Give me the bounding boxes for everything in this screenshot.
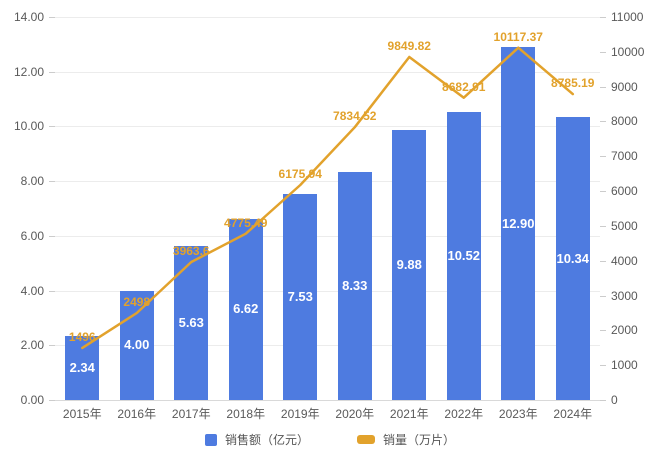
bar-value-label: 10.52 [447, 248, 481, 264]
left-axis-tick [49, 400, 55, 401]
right-axis-tick-label: 10000 [611, 44, 645, 59]
left-axis-tick [49, 71, 55, 73]
line-point-label: 9849.82 [387, 39, 431, 54]
right-axis-tick-label: 5000 [611, 218, 638, 233]
left-axis-tick-label: 6.00 [20, 228, 44, 243]
bar-value-label: 4.00 [124, 337, 150, 353]
left-axis-tick-label: 14.00 [13, 10, 44, 24]
x-axis-label-2024年: 2024年 [553, 407, 593, 421]
left-axis-tick [49, 181, 55, 183]
left-axis-tick-label: 10.00 [13, 119, 44, 134]
legend-label-volume: 销量（万片） [383, 433, 456, 447]
right-axis-tick-label: 7000 [611, 149, 638, 164]
line-point-label: 4775.49 [224, 215, 268, 230]
bar-value-label: 2.34 [69, 359, 95, 375]
right-axis-tick-label: 3000 [611, 288, 638, 303]
x-axis-label-2018年: 2018年 [226, 407, 266, 421]
right-axis-tick [600, 86, 606, 88]
line-point-label: 10117.37 [493, 29, 543, 44]
legend-item-volume[interactable]: 销量（万片） [357, 431, 455, 448]
line-point-label: 2498 [123, 295, 151, 310]
right-axis-tick [600, 51, 606, 53]
bar-value-label: 8.33 [342, 278, 368, 294]
right-axis-tick [600, 121, 606, 123]
bar-series-swatch-icon [204, 433, 217, 446]
bar-value-label: 9.88 [396, 256, 422, 272]
right-axis-tick [600, 260, 606, 262]
legend-label-sales: 销售额（亿元） [224, 433, 309, 447]
right-axis-tick-label: 11000 [611, 10, 644, 24]
line-point-label: 8682.91 [442, 79, 486, 94]
left-axis-tick-label: 0.00 [20, 393, 44, 407]
x-axis-label-2019年: 2019年 [280, 407, 320, 421]
left-axis-tick [49, 235, 55, 237]
right-axis-tick [600, 191, 606, 193]
right-axis-tick [600, 330, 606, 332]
x-axis-label-2021年: 2021年 [389, 407, 429, 421]
right-axis-tick [600, 17, 606, 18]
left-axis-tick-label: 8.00 [20, 174, 44, 189]
x-axis-label-2022年: 2022年 [444, 407, 484, 421]
bar-value-label: 10.34 [556, 250, 590, 266]
line-point-label: 3963.6 [172, 243, 210, 258]
legend: 销售额（亿元） 销量（万片） [0, 431, 660, 448]
left-axis-tick-label: 12.00 [13, 64, 44, 79]
right-axis-tick-label: 2000 [611, 323, 638, 338]
x-axis-label-2015年: 2015年 [62, 407, 102, 421]
right-axis-tick-label: 1000 [611, 358, 638, 373]
right-axis-tick [600, 295, 606, 297]
line-point-label: 8785.19 [551, 76, 595, 91]
x-axis-label-2017年: 2017年 [171, 407, 211, 421]
right-axis-tick-label: 0 [611, 393, 618, 407]
gridline [55, 17, 600, 18]
bar-value-label: 5.63 [178, 314, 204, 330]
bar-value-label: 6.62 [233, 301, 259, 317]
right-axis-tick-label: 6000 [611, 184, 638, 199]
right-axis-tick [600, 365, 606, 367]
x-axis-label-2016年: 2016年 [117, 407, 157, 421]
left-axis-tick [49, 17, 55, 18]
left-axis-tick-label: 2.00 [20, 338, 44, 353]
line-point-label: 6175.94 [278, 166, 322, 181]
left-axis-tick-label: 4.00 [20, 283, 44, 298]
x-axis-label-2023年: 2023年 [498, 407, 538, 421]
legend-item-sales[interactable]: 销售额（亿元） [204, 431, 309, 448]
x-axis-label-2020年: 2020年 [335, 407, 375, 421]
left-axis-tick [49, 290, 55, 292]
left-axis-tick [49, 126, 55, 128]
line-point-label: 1496 [68, 329, 96, 344]
right-axis-tick-label: 9000 [611, 79, 638, 94]
line-point-label: 7834.52 [333, 109, 377, 124]
right-axis-tick [600, 156, 606, 158]
bar-value-label: 7.53 [287, 289, 313, 304]
right-axis-tick [600, 400, 606, 401]
right-axis-tick-label: 8000 [611, 114, 638, 129]
line-series-swatch-icon [357, 435, 375, 444]
x-axis-line [55, 400, 600, 401]
bar-value-label: 12.90 [501, 215, 535, 231]
left-axis-tick [49, 345, 55, 347]
right-axis-tick-label: 4000 [611, 253, 638, 268]
right-axis-tick [600, 225, 606, 227]
